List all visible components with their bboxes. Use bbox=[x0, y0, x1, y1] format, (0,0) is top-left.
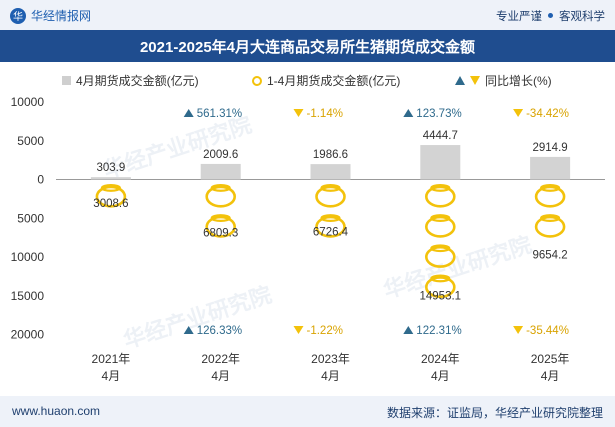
yoy-label-monthly: -1.14% bbox=[307, 108, 343, 120]
data-label-cumulative: 14953.1 bbox=[420, 290, 462, 302]
down-triangle-icon bbox=[293, 109, 304, 117]
x-tick-label: 2021年 bbox=[92, 352, 131, 366]
bar-monthly bbox=[200, 163, 241, 180]
yoy-label-cumulative: -35.44% bbox=[526, 325, 569, 337]
pot-cumulative-rim bbox=[100, 183, 121, 192]
down-triangle-icon bbox=[513, 109, 524, 117]
legend-item-cumulative: 1-4月期货成交金额(亿元) bbox=[252, 72, 400, 89]
tag-objective: 客观科学 bbox=[559, 11, 605, 23]
pot-cumulative-rim bbox=[430, 214, 451, 223]
pot-cumulative-rim bbox=[430, 244, 451, 253]
pot-cumulative-rim bbox=[320, 183, 341, 192]
chart-title-bar: 2021-2025年4月大连商品交易所生猪期货成交金额 bbox=[0, 30, 615, 62]
data-label-monthly: 4444.7 bbox=[423, 130, 458, 142]
legend-item-yoy: 同比增长(%) bbox=[455, 72, 552, 89]
up-triangle-icon bbox=[183, 109, 194, 117]
pot-cumulative-rim bbox=[430, 183, 451, 192]
data-label-monthly: 303.9 bbox=[97, 162, 126, 174]
pot-cumulative bbox=[205, 215, 236, 238]
chart-title: 2021-2025年4月大连商品交易所生猪期货成交金额 bbox=[139, 38, 476, 56]
x-tick-label: 2022年 bbox=[201, 352, 240, 366]
y-tick-label: 15000 bbox=[11, 289, 45, 303]
footer-bar: www.huaon.com 数据来源：证监局，华经产业研究院整理 bbox=[0, 396, 615, 427]
y-tick-label: 5000 bbox=[17, 134, 44, 148]
yoy-label-monthly: 561.31% bbox=[197, 108, 242, 120]
pot-cumulative bbox=[424, 245, 456, 268]
data-label-monthly: 1986.6 bbox=[313, 149, 348, 161]
up-triangle-icon bbox=[183, 326, 194, 334]
x-tick-label: 2024年 bbox=[421, 352, 460, 366]
legend-item-monthly: 4月期货成交金额(亿元) bbox=[62, 72, 199, 89]
yoy-label-monthly: -34.42% bbox=[526, 108, 569, 120]
up-triangle-icon bbox=[403, 109, 414, 117]
down-triangle-icon bbox=[293, 326, 304, 334]
up-triangle-icon bbox=[403, 326, 414, 334]
yoy-label-monthly: 123.73% bbox=[416, 108, 461, 120]
data-label-cumulative: 6809.3 bbox=[203, 227, 238, 239]
pot-cumulative bbox=[315, 185, 346, 208]
x-tick-label: 4月 bbox=[321, 369, 340, 383]
data-label-cumulative: 6726.4 bbox=[313, 227, 349, 239]
yoy-label-cumulative: 126.33% bbox=[197, 325, 242, 337]
down-triangle-icon bbox=[513, 326, 524, 334]
pot-cumulative-rim bbox=[540, 183, 561, 192]
pot-cumulative-rim bbox=[540, 214, 561, 223]
dot-separator-icon bbox=[548, 13, 553, 18]
legend-label-yoy: 同比增长(%) bbox=[485, 74, 552, 88]
bar-monthly bbox=[420, 145, 461, 180]
yoy-label-cumulative: -1.22% bbox=[307, 325, 343, 337]
data-label-cumulative: 3008.6 bbox=[93, 198, 128, 210]
brand[interactable]: 华 华经情报网 bbox=[10, 7, 91, 24]
data-label-cumulative: 9654.2 bbox=[533, 249, 568, 261]
x-tick-label: 2025年 bbox=[531, 352, 570, 366]
x-tick-label: 4月 bbox=[541, 369, 560, 383]
up-triangle-icon bbox=[455, 76, 465, 85]
pot-cumulative-rim bbox=[210, 183, 231, 192]
bar-monthly bbox=[310, 164, 351, 180]
pot-cumulative bbox=[534, 215, 566, 238]
gold-pot-icon bbox=[252, 75, 262, 86]
yoy-label-cumulative: 122.31% bbox=[416, 325, 461, 337]
pot-cumulative bbox=[95, 185, 127, 208]
down-triangle-icon bbox=[470, 76, 480, 85]
pot-cumulative-rim bbox=[430, 274, 451, 283]
legend-label-cumulative: 1-4月期货成交金额(亿元) bbox=[267, 74, 401, 88]
x-tick-label: 4月 bbox=[431, 369, 450, 383]
huajing-logo-icon: 华 bbox=[10, 7, 26, 24]
gray-square-icon bbox=[62, 76, 71, 85]
y-tick-label: 10000 bbox=[11, 250, 45, 264]
bar-monthly bbox=[90, 177, 131, 180]
y-tick-label: 0 bbox=[37, 173, 44, 187]
pot-cumulative bbox=[424, 276, 456, 299]
pot-cumulative bbox=[424, 185, 456, 208]
data-label-monthly: 2914.9 bbox=[533, 142, 568, 154]
pot-cumulative-rim bbox=[320, 214, 341, 223]
y-tick-label: 10000 bbox=[11, 95, 45, 109]
data-source: 数据来源：证监局，华经产业研究院整理 bbox=[386, 406, 603, 420]
y-tick-label: 20000 bbox=[11, 328, 45, 342]
pot-cumulative bbox=[205, 185, 236, 208]
header-tags: 专业严谨 客观科学 bbox=[496, 8, 605, 24]
pot-cumulative bbox=[534, 185, 566, 208]
tag-professional: 专业严谨 bbox=[496, 11, 542, 23]
x-tick-label: 2023年 bbox=[311, 352, 350, 366]
data-label-monthly: 2009.6 bbox=[203, 149, 238, 161]
legend-label-monthly: 4月期货成交金额(亿元) bbox=[76, 74, 199, 88]
pot-cumulative bbox=[424, 215, 456, 238]
y-tick-label: 5000 bbox=[17, 211, 44, 225]
brand-name: 华经情报网 bbox=[31, 9, 92, 23]
legend: 4月期货成交金额(亿元) 1-4月期货成交金额(亿元) 同比增长(%) bbox=[0, 72, 615, 92]
pot-cumulative-rim bbox=[210, 214, 231, 223]
x-tick-label: 4月 bbox=[211, 369, 230, 383]
top-bar: 华 华经情报网 专业严谨 客观科学 bbox=[0, 0, 615, 30]
x-tick-label: 4月 bbox=[102, 369, 121, 383]
bar-monthly bbox=[530, 156, 571, 180]
pot-cumulative bbox=[315, 215, 346, 238]
site-url[interactable]: www.huaon.com bbox=[12, 404, 101, 418]
